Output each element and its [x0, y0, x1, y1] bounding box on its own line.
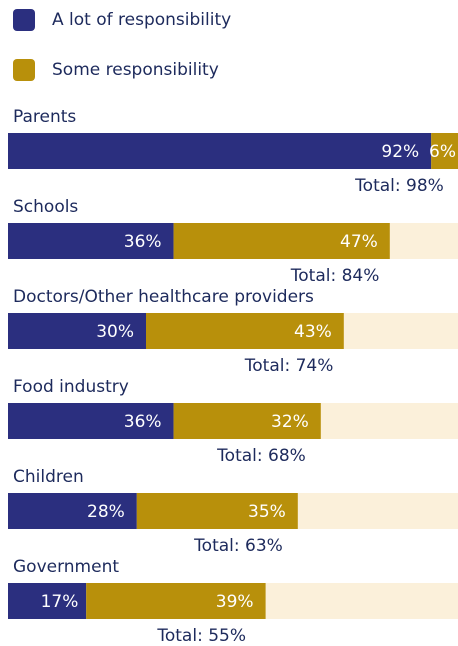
- value-label: 28%: [87, 502, 125, 522]
- value-label: 32%: [271, 412, 309, 432]
- legend-swatch: [13, 59, 35, 81]
- bar-segment: [8, 223, 174, 259]
- legend-label: A lot of responsibility: [52, 10, 231, 30]
- legend-label: Some responsibility: [52, 60, 219, 80]
- value-label: 92%: [381, 142, 419, 162]
- value-label: 17%: [41, 592, 79, 612]
- total-label: Total: 84%: [290, 266, 380, 286]
- bar-segment: [8, 133, 432, 169]
- bar-segment: [173, 223, 390, 259]
- category-label: Children: [13, 467, 84, 487]
- value-label: 39%: [216, 592, 254, 612]
- value-label: 35%: [248, 502, 286, 522]
- legend-swatch: [13, 9, 35, 31]
- value-label: 36%: [124, 232, 162, 252]
- total-label: Total: 55%: [156, 626, 246, 646]
- value-label: 47%: [340, 232, 378, 252]
- bar-segment: [8, 403, 174, 439]
- bar-segment: [173, 403, 321, 439]
- category-label: Parents: [13, 107, 76, 127]
- category-label: Doctors/Other healthcare providers: [13, 287, 314, 307]
- total-label: Total: 63%: [193, 536, 283, 556]
- category-label: Schools: [13, 197, 78, 217]
- total-label: Total: 98%: [354, 176, 444, 196]
- value-label: 6%: [429, 142, 456, 162]
- value-label: 36%: [124, 412, 162, 432]
- bar-segment: [86, 583, 266, 619]
- bar-segment: [8, 313, 146, 349]
- bar-segment: [8, 583, 87, 619]
- bar-segment: [136, 493, 298, 529]
- total-label: Total: 74%: [244, 356, 334, 376]
- category-label: Government: [13, 557, 119, 577]
- bar-segment: [431, 133, 458, 169]
- bar-segment: [146, 313, 344, 349]
- value-label: 43%: [294, 322, 332, 342]
- bar-segment: [8, 493, 137, 529]
- value-label: 30%: [96, 322, 134, 342]
- total-label: Total: 68%: [216, 446, 306, 466]
- category-label: Food industry: [13, 377, 129, 397]
